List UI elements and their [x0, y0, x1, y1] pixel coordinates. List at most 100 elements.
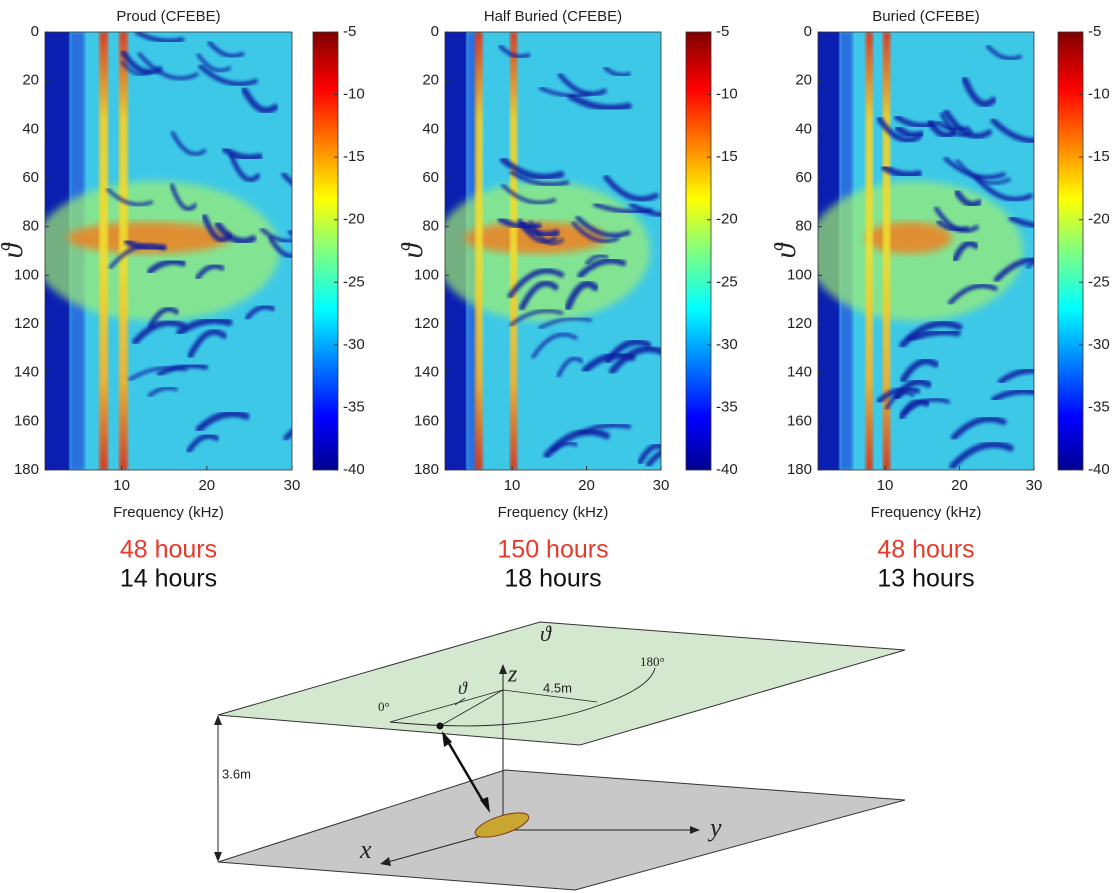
streak: [990, 117, 1034, 144]
plot-frame: [817, 31, 1035, 471]
colorbar-tick-label: -20: [716, 211, 738, 228]
y-tick-label: 100: [414, 266, 439, 283]
streak: [997, 367, 1034, 385]
x-tick-label: 30: [284, 477, 301, 494]
path-arrow: [445, 739, 486, 804]
y-tick-label: 120: [414, 315, 439, 332]
colorbar: [1057, 31, 1084, 471]
band: [865, 32, 874, 470]
streak: [880, 163, 923, 179]
band: [882, 32, 891, 470]
colorbar-tick-label: -35: [1088, 398, 1110, 415]
annotation: 14 hours: [120, 565, 217, 593]
y-axis-label: ϑ: [0, 241, 29, 258]
y-tick-label: 80: [22, 218, 39, 235]
streak: [498, 44, 531, 59]
y-tick-label: 40: [422, 120, 439, 137]
chart-title: Proud (CFEBE): [116, 8, 220, 25]
x-tick-label: 20: [198, 477, 215, 494]
streak: [201, 213, 233, 243]
diagram: ϑ z 4.5m 180° 0° ϑ 3.6m x y: [214, 621, 906, 891]
streak: [906, 328, 961, 343]
x-tick-label: 20: [578, 477, 595, 494]
y-tick-label: 140: [14, 364, 39, 381]
y-tick-label: 160: [414, 412, 439, 429]
streak: [120, 50, 163, 75]
streak: [876, 386, 921, 404]
y-tick-label: 20: [22, 72, 39, 89]
colorbar-tick-label: -30: [343, 336, 365, 353]
colorbar-tick-label: -35: [343, 398, 365, 415]
annotation: 13 hours: [877, 565, 974, 593]
streak: [952, 240, 979, 263]
colorbar: [312, 31, 339, 471]
colorbar-tick-label: -15: [343, 148, 365, 165]
streak: [146, 258, 187, 275]
arrow-head: [690, 826, 700, 834]
x-tick-label: 20: [951, 477, 968, 494]
chart-title: Half Buried (CFEBE): [484, 8, 622, 25]
streak: [953, 189, 983, 208]
streak: [169, 183, 198, 211]
arrow-head: [480, 797, 490, 813]
streak: [497, 216, 542, 231]
streak: [128, 366, 188, 381]
heatmap: [45, 32, 292, 470]
arrow-head: [380, 857, 391, 866]
x-tick-label: 10: [504, 477, 521, 494]
streak: [244, 304, 276, 321]
y-tick-label: 80: [795, 218, 812, 235]
colorbar-tick-label: -25: [1088, 273, 1110, 290]
colorbar-tick-label: -25: [716, 273, 738, 290]
y-tick-label: 20: [795, 72, 812, 89]
y-tick-label: 0: [31, 23, 39, 40]
streak: [501, 183, 557, 205]
streak: [1026, 259, 1034, 269]
streak: [899, 358, 939, 384]
streak: [564, 280, 599, 311]
plot-frame: [444, 31, 662, 471]
arrow-head: [214, 852, 222, 862]
streak: [894, 124, 925, 139]
streak: [1008, 215, 1034, 229]
streak: [955, 159, 1011, 185]
y-tick-label: 100: [787, 266, 812, 283]
y-tick-label: 140: [414, 364, 439, 381]
glow: [865, 221, 952, 254]
colorbar-tick-label: -30: [716, 336, 738, 353]
y-tick-label: 0: [431, 23, 439, 40]
plot-frame: [44, 31, 293, 471]
streak: [603, 66, 631, 78]
streak: [604, 338, 652, 365]
streak: [120, 60, 152, 77]
y-tick-label: 60: [22, 169, 39, 186]
streak: [517, 218, 558, 244]
radius-label: 4.5m: [543, 680, 572, 695]
streak: [198, 64, 259, 87]
y-tick-label: 120: [14, 315, 39, 332]
z-label: z: [507, 662, 518, 688]
streak: [137, 52, 199, 81]
streak: [170, 131, 207, 156]
streak: [645, 449, 661, 468]
y-label: y: [707, 813, 722, 842]
x-axis-label: Frequency (kHz): [498, 504, 609, 521]
start-angle-label: 0°: [378, 699, 390, 714]
y-tick-label: 180: [14, 461, 39, 478]
streak: [943, 156, 1006, 180]
y-tick-label: 40: [795, 120, 812, 137]
streak: [939, 112, 973, 137]
streak: [214, 221, 257, 245]
streak: [509, 309, 564, 327]
x-tick-label: 30: [1026, 477, 1043, 494]
y-tick-label: 120: [787, 315, 812, 332]
streak: [543, 428, 611, 459]
colorbar-tick-label: -20: [343, 211, 365, 228]
arc: [389, 667, 656, 727]
streak: [603, 174, 659, 202]
zero-line: [389, 689, 504, 723]
arrow-head: [442, 731, 452, 747]
streak: [123, 238, 167, 252]
y-tick-label: 160: [14, 412, 39, 429]
